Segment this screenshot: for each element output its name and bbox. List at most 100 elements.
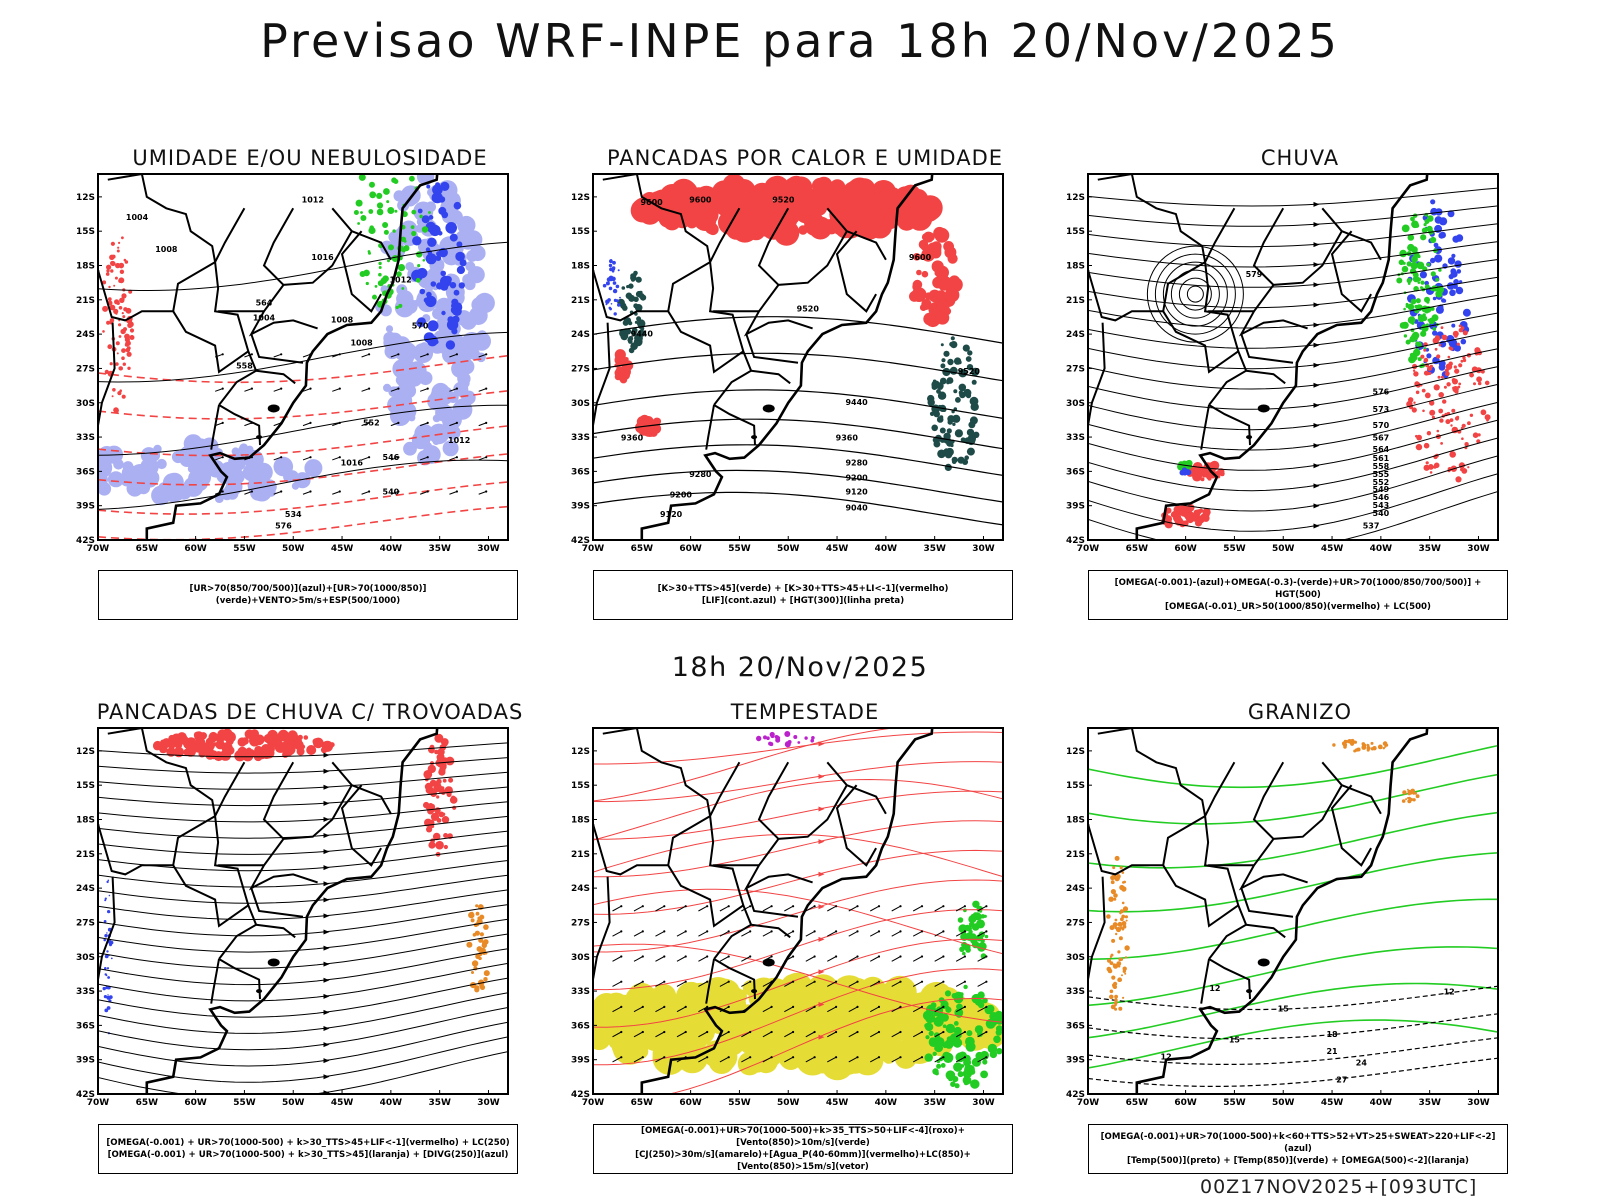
field-blob	[911, 287, 927, 302]
field-blob	[971, 367, 980, 376]
contour-label: 1012	[302, 196, 324, 205]
wind-vector-head	[426, 421, 429, 424]
lon-tick-label: 60W	[1174, 544, 1197, 554]
wind-vector	[302, 456, 311, 461]
map-frame	[97, 727, 509, 1095]
wind-vector-head	[309, 490, 312, 493]
field-blob	[174, 738, 181, 745]
contour-line	[98, 425, 508, 457]
field-blob	[1119, 912, 1122, 915]
contour-label: 549	[1373, 485, 1390, 494]
field-blob	[756, 735, 762, 742]
field-blob	[953, 1021, 959, 1026]
field-blob	[1449, 289, 1456, 297]
wind-vector-head	[877, 1005, 881, 1008]
field-blob	[1433, 384, 1440, 391]
border-line	[107, 174, 217, 263]
field-blob	[1411, 317, 1415, 322]
contour-label: 15	[1229, 1036, 1241, 1045]
field-blob	[106, 950, 109, 953]
field-blob	[241, 737, 249, 745]
field-blob	[428, 211, 431, 214]
field-blob	[153, 742, 161, 751]
panel-pancadas-trovoadas: PANCADAS DE CHUVA C/ TROVOADAS 12S 15S 18S…	[65, 700, 555, 1174]
wind-vector	[676, 1006, 686, 1013]
field-blob	[106, 880, 109, 884]
lon-tick-label: 70W	[582, 1098, 605, 1108]
border-line	[107, 728, 217, 817]
streamline-arrow	[323, 768, 330, 774]
field-blob	[103, 920, 107, 923]
field-blob	[1385, 743, 1389, 747]
field-blob	[434, 339, 439, 345]
border-line	[262, 207, 295, 286]
field-blob	[1454, 416, 1460, 421]
contour-line	[1088, 1013, 1498, 1040]
contour-line	[98, 241, 508, 291]
wind-vector	[827, 905, 837, 912]
field-blob	[360, 211, 363, 214]
field-blob	[1457, 385, 1461, 389]
border-line	[1321, 761, 1382, 815]
map-frame	[592, 173, 1004, 541]
lake-mirim	[751, 435, 758, 440]
field-blob	[401, 287, 405, 290]
field-blob	[103, 938, 106, 942]
field-blob	[105, 974, 108, 977]
contour-label: 24	[1356, 1058, 1368, 1067]
border-line	[835, 784, 877, 867]
field-blob	[446, 792, 452, 798]
wind-vector-head	[684, 930, 687, 933]
field-blob	[1411, 407, 1417, 413]
field-blob	[1423, 223, 1427, 227]
field-blob	[1451, 253, 1456, 258]
field-blob	[1107, 958, 1111, 963]
field-blob	[1408, 397, 1414, 403]
border-line	[255, 369, 296, 385]
field-blob	[966, 364, 974, 371]
contour-label: 1008	[350, 339, 373, 348]
field-blob	[1109, 994, 1114, 1000]
lat-tick-label: 33S	[76, 987, 95, 997]
field-blob	[106, 967, 110, 970]
lon-tick-label: 40W	[875, 1098, 898, 1108]
field-blob	[640, 417, 651, 428]
contour-label: 534	[285, 510, 302, 519]
field-blob	[448, 777, 454, 783]
field-blob	[1424, 280, 1429, 286]
field-blob	[653, 1006, 668, 1022]
field-blob	[977, 991, 985, 999]
field-blob	[765, 176, 786, 197]
streamline	[98, 1051, 508, 1094]
field-blob	[1413, 401, 1416, 404]
wind-vector-head	[426, 387, 429, 390]
border-line	[1252, 207, 1285, 286]
field-blob	[1416, 796, 1419, 798]
wind-vector-head	[792, 955, 795, 958]
wind-vector	[827, 1006, 837, 1013]
field-blob	[1452, 235, 1460, 243]
field-blob	[1477, 381, 1482, 386]
field-blob	[1438, 268, 1442, 272]
field-blob	[416, 239, 422, 244]
field-blob	[628, 1039, 643, 1054]
field-blob	[727, 1029, 749, 1051]
field-blob	[1412, 798, 1416, 802]
field-blob	[769, 742, 774, 747]
field-blob	[941, 358, 946, 363]
field-blob	[190, 459, 202, 472]
streamline-arrow	[1313, 382, 1320, 388]
field-blob	[1408, 797, 1412, 801]
field-blob	[451, 298, 459, 306]
wind-vector	[478, 491, 487, 495]
field-blob	[763, 735, 767, 740]
field-blob	[1121, 871, 1125, 874]
field-blob	[1458, 324, 1462, 328]
field-blob	[930, 1002, 937, 1009]
legend-line: [Temp(500)](preto) + [Temp(850)](verde) …	[1127, 1156, 1469, 1166]
panel-title: CHUVA	[1260, 146, 1340, 170]
field-blob	[1124, 945, 1130, 951]
field-blob	[932, 276, 944, 289]
border-line	[210, 958, 220, 1004]
field-blob	[216, 742, 221, 747]
